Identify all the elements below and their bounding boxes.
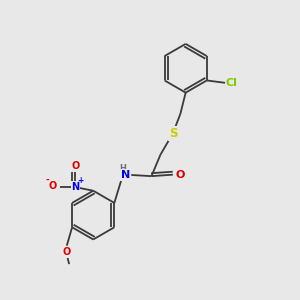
Text: O: O bbox=[49, 181, 57, 191]
Text: O: O bbox=[71, 161, 80, 171]
Text: N: N bbox=[121, 170, 130, 180]
Text: -: - bbox=[45, 176, 49, 184]
Text: Cl: Cl bbox=[226, 78, 238, 88]
Text: O: O bbox=[176, 170, 185, 180]
Text: S: S bbox=[169, 127, 177, 140]
Text: +: + bbox=[78, 176, 84, 185]
Text: O: O bbox=[63, 247, 71, 257]
Text: N: N bbox=[71, 182, 80, 192]
Text: H: H bbox=[119, 164, 126, 173]
